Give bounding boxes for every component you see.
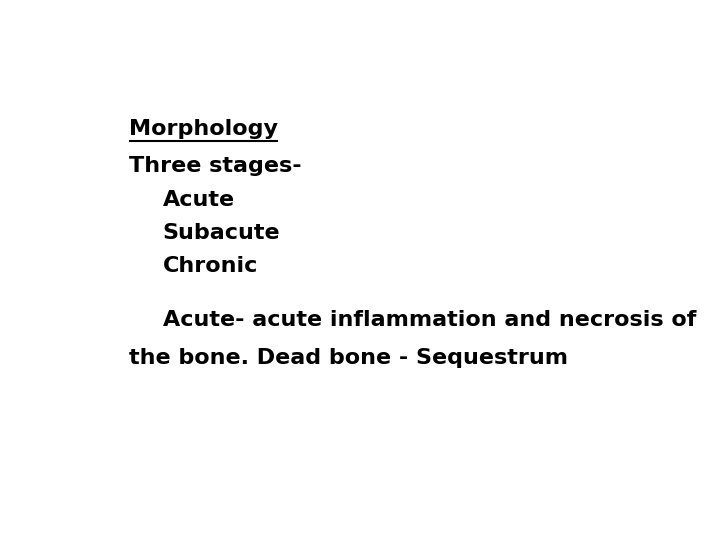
Text: Acute- acute inflammation and necrosis of: Acute- acute inflammation and necrosis o… xyxy=(163,310,696,330)
Text: Three stages-: Three stages- xyxy=(129,156,302,176)
Text: Morphology: Morphology xyxy=(129,119,278,139)
Text: the bone. Dead bone - Sequestrum: the bone. Dead bone - Sequestrum xyxy=(129,348,568,368)
Text: Chronic: Chronic xyxy=(163,256,258,276)
Text: Acute: Acute xyxy=(163,190,235,210)
Text: Subacute: Subacute xyxy=(163,223,280,243)
